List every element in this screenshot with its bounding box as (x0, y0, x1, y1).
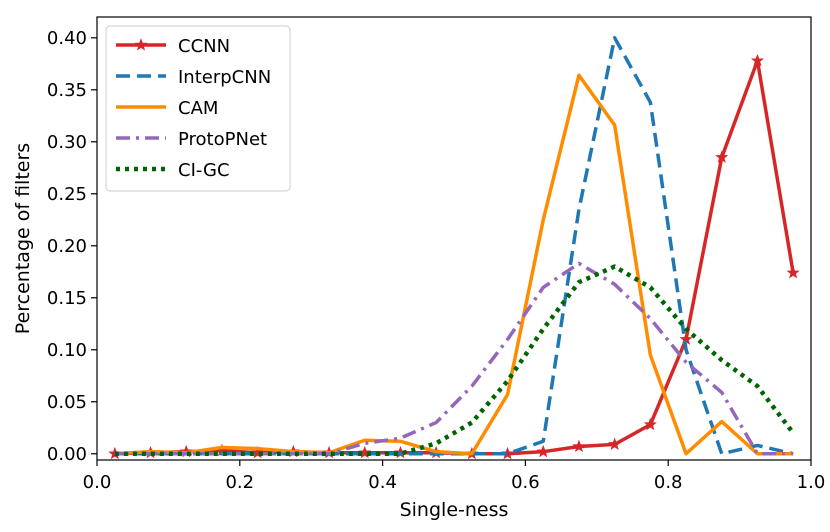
series-ci-gc (114, 264, 795, 457)
data-point (358, 445, 372, 459)
legend-label: InterpCNN (178, 67, 271, 88)
axes-layer: 0.0 0.2 0.4 0.6 0.8 1.0 0.00 0.05 0.10 0.15 0.20 0.… (47, 28, 825, 493)
data-point (501, 446, 515, 460)
legend-label: ProtoPNet (178, 129, 267, 150)
series-protopnet (114, 261, 794, 456)
x-tick-label: 0.8 (654, 472, 683, 493)
y-tick-label: 0.05 (47, 392, 87, 413)
data-point (536, 444, 550, 458)
y-tick-label: 0.15 (47, 288, 87, 309)
plot-frame (96, 16, 812, 461)
data-point (643, 417, 657, 431)
legend-label: CCNN (178, 36, 230, 57)
data-point (572, 439, 586, 453)
series-cam (114, 73, 794, 456)
x-tick-label: 0.4 (368, 472, 397, 493)
y-tick-label: 0.40 (47, 28, 87, 49)
series-line (114, 73, 794, 456)
legend-label: CI-GC (178, 160, 230, 181)
data-point (251, 445, 265, 459)
data-point (715, 150, 729, 163)
y-tick-label: 0.20 (47, 236, 87, 257)
x-tick-label: 0.2 (225, 472, 254, 493)
legend-marker (134, 38, 148, 51)
x-tick-label: 1.0 (797, 472, 826, 493)
x-tick-label: 0.0 (83, 472, 112, 493)
series-line (114, 264, 795, 457)
series-layer (108, 36, 800, 460)
y-tick-label: 0.35 (47, 80, 87, 101)
x-tick-label: 0.6 (511, 472, 540, 493)
data-point (786, 265, 800, 279)
y-tick-label: 0.10 (47, 340, 87, 361)
data-point (750, 53, 764, 67)
y-tick-label: 0.00 (47, 444, 87, 465)
y-tick-label: 0.25 (47, 184, 87, 205)
y-axis-label: Percentage of filters (12, 143, 34, 334)
legend-label: CAM (178, 98, 218, 119)
legend-frame (105, 25, 291, 192)
y-tick-label: 0.30 (47, 132, 87, 153)
legend: CCNN InterpCNN CAM ProtoPNet CI-GC (105, 25, 291, 192)
series-line (114, 261, 794, 456)
x-axis-label: Single-ness (400, 499, 509, 521)
data-point (608, 437, 622, 450)
